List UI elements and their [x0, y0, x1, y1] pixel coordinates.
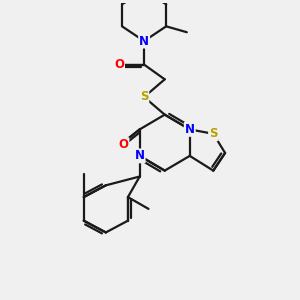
- Text: N: N: [185, 123, 195, 136]
- Text: O: O: [118, 138, 128, 151]
- Text: N: N: [135, 149, 145, 162]
- Text: S: S: [140, 91, 148, 103]
- Text: N: N: [139, 34, 149, 48]
- Text: S: S: [209, 127, 218, 140]
- Text: O: O: [114, 58, 124, 71]
